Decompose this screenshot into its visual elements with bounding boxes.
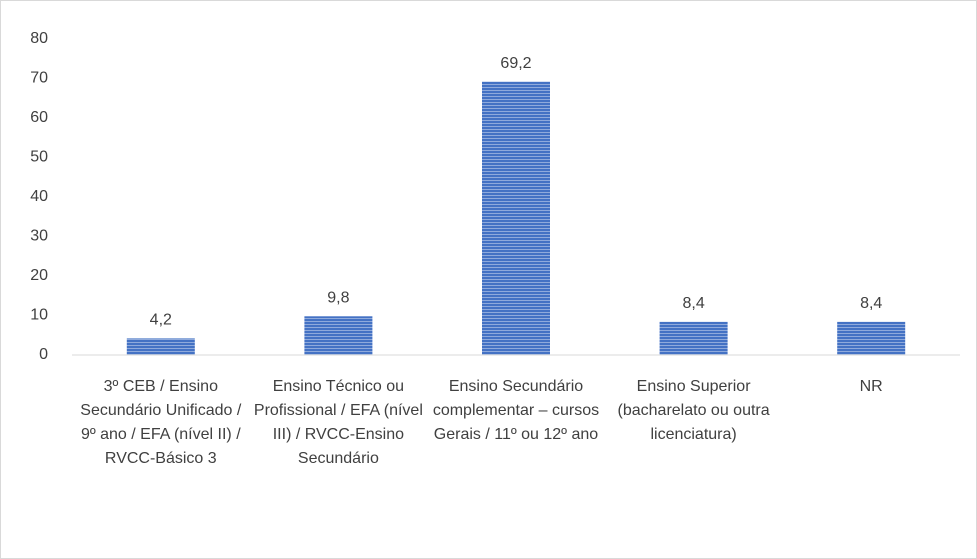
y-tick-label: 30 bbox=[30, 228, 48, 245]
bar bbox=[837, 321, 906, 355]
bar bbox=[659, 321, 728, 355]
y-tick-label: 0 bbox=[39, 346, 48, 363]
x-tick-label: 3º CEB / Ensino Secundário Unificado / 9… bbox=[80, 378, 242, 467]
bar bbox=[126, 338, 195, 355]
x-tick-label: Ensino Técnico ou Profissional / EFA (ní… bbox=[253, 378, 423, 467]
bar bbox=[304, 316, 373, 355]
y-tick-label: 80 bbox=[30, 30, 48, 47]
y-tick-label: 70 bbox=[30, 70, 48, 87]
y-tick-label: 60 bbox=[30, 109, 48, 126]
y-tick-label: 40 bbox=[30, 188, 48, 205]
data-label: 4,2 bbox=[150, 312, 172, 329]
data-label: 8,4 bbox=[860, 295, 882, 312]
x-tick-label: Ensino Superior (bacharelato ou outra li… bbox=[617, 378, 770, 443]
data-label: 69,2 bbox=[500, 55, 531, 72]
data-label: 9,8 bbox=[327, 290, 349, 307]
y-tick-label: 20 bbox=[30, 267, 48, 284]
x-tick-label: NR bbox=[859, 378, 883, 395]
data-label: 8,4 bbox=[682, 295, 704, 312]
x-tick-label: Ensino Secundário complementar – cursos … bbox=[432, 378, 600, 443]
y-tick-label: 50 bbox=[30, 149, 48, 166]
bar bbox=[482, 81, 550, 355]
y-tick-label: 10 bbox=[30, 307, 48, 324]
